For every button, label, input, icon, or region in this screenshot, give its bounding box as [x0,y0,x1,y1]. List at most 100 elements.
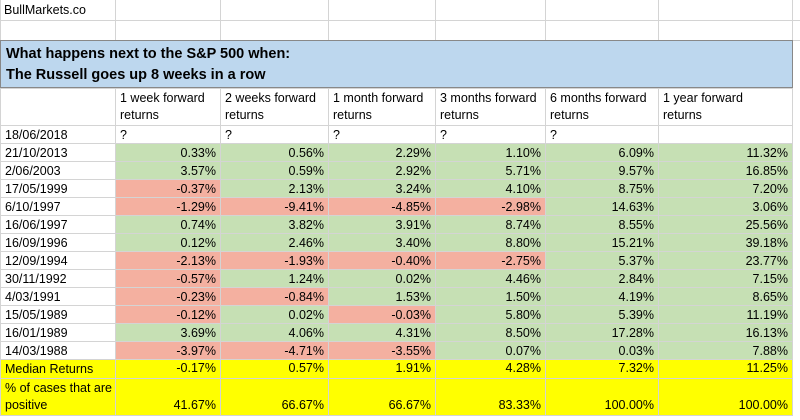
cell-text: 16/06/1997 [5,218,68,232]
cell-text: returns [120,108,159,122]
date-cell: 15/05/1989 [0,305,116,324]
value-cell: 11.19% [658,305,793,324]
cell-text: -1.29% [176,200,216,214]
summary-cell: 7.32% [545,359,659,379]
cell-text: 5.37% [618,254,654,268]
value-cell: 0.74% [115,215,221,234]
value-cell: 3.40% [328,233,436,252]
grid-line [0,20,800,21]
cell-text: % of cases that are [5,381,113,395]
value-cell: -4.85% [328,197,436,216]
cell-text: 41.67% [173,398,216,412]
cell-text: 11.19% [746,308,788,322]
summary-cell: 0.57% [220,359,329,379]
cell-text: 14/03/1988 [5,344,68,358]
cell-text: 21/10/2013 [5,146,68,160]
summary-cell: 66.67% [220,378,329,416]
value-cell: -0.57% [115,269,221,288]
value-cell: 0.12% [115,233,221,252]
cell-text: 11.25% [746,361,788,375]
cell-text: 12/09/1994 [5,254,68,268]
value-cell: 1.24% [220,269,329,288]
cell-text: 0.03% [618,344,654,358]
cell-text: 8.75% [618,182,654,196]
header-cell: 1 month forward returns [328,88,436,126]
value-cell: 17.28% [545,323,659,342]
cell-text: returns [550,108,589,122]
summary-cell: 4.28% [435,359,546,379]
value-cell: 4.06% [220,323,329,342]
value-cell: 3.69% [115,323,221,342]
value-cell: 0.56% [220,143,329,162]
cell-text: 3.57% [180,164,216,178]
value-cell: 25.56% [658,215,793,234]
grid-line [220,0,221,40]
value-cell: 8.65% [658,287,793,306]
value-cell: 8.50% [435,323,546,342]
cell-text: returns [225,108,264,122]
cell-text: -4.71% [284,344,324,358]
cell-text: 25.56% [745,218,788,232]
date-cell: 16/06/1997 [0,215,116,234]
cell-text: ? [550,128,557,142]
cell-text: 3 months forward [440,91,537,105]
cell-text: 7.20% [752,182,788,196]
value-cell: 8.80% [435,233,546,252]
cell-text: 8.65% [752,290,788,304]
date-cell: 17/05/1999 [0,179,116,198]
value-cell: 0.02% [220,305,329,324]
date-cell: 16/09/1996 [0,233,116,252]
cell-text: 4.46% [505,272,541,286]
cell-text: 0.07% [505,344,541,358]
cell-text: 30/11/1992 [5,272,67,286]
cell-text: 1 year forward [663,91,743,105]
cell-text: ? [225,128,232,142]
value-cell: 7.15% [658,269,793,288]
value-cell: -0.03% [328,305,436,324]
summary-cell: 11.25% [658,359,793,379]
cell-text: ? [120,128,127,142]
value-cell: 2.29% [328,143,436,162]
cell-text: -2.13% [176,254,216,268]
date-cell: 21/10/2013 [0,143,116,162]
cell-text: returns [333,108,372,122]
cell-text: 39.18% [745,236,788,250]
cell: ? [115,125,221,144]
grid-line [792,0,793,40]
value-cell: 0.07% [435,341,546,360]
value-cell: 4.31% [328,323,436,342]
cell-text: 0.33% [180,146,216,160]
cell-text: 2.84% [618,272,654,286]
cell-text: 16/01/1989 [5,326,68,340]
value-cell: 5.80% [435,305,546,324]
value-cell: 16.85% [658,161,793,180]
cell-text: 1.53% [395,290,431,304]
cell-text: -0.37% [176,182,216,196]
cell-text: 0.57% [288,361,324,375]
cell-text: 5.71% [505,164,541,178]
cell-text: 2.29% [395,146,431,160]
grid-line [435,0,436,40]
cell-text: 100.00% [738,398,788,412]
value-cell: -3.97% [115,341,221,360]
summary-cell: 66.67% [328,378,436,416]
summary-cell: -0.17% [115,359,221,379]
value-cell: 3.24% [328,179,436,198]
cell-text: Median Returns [5,362,94,376]
cell-text: BullMarkets.co [4,3,86,17]
cell-text: 66.67% [281,398,324,412]
value-cell: 3.57% [115,161,221,180]
value-cell: 0.02% [328,269,436,288]
header-cell [0,88,116,126]
value-cell: -4.71% [220,341,329,360]
cell-text: 66.67% [388,398,431,412]
summary-label: % of cases that are positive [0,378,116,416]
cell-text: 16.13% [745,326,788,340]
value-cell: 0.03% [545,341,659,360]
cell-text: 4.10% [505,182,541,196]
value-cell: 3.06% [658,197,793,216]
cell-text: 6/10/1997 [5,200,61,214]
value-cell: -9.41% [220,197,329,216]
summary-cell: 1.91% [328,359,436,379]
